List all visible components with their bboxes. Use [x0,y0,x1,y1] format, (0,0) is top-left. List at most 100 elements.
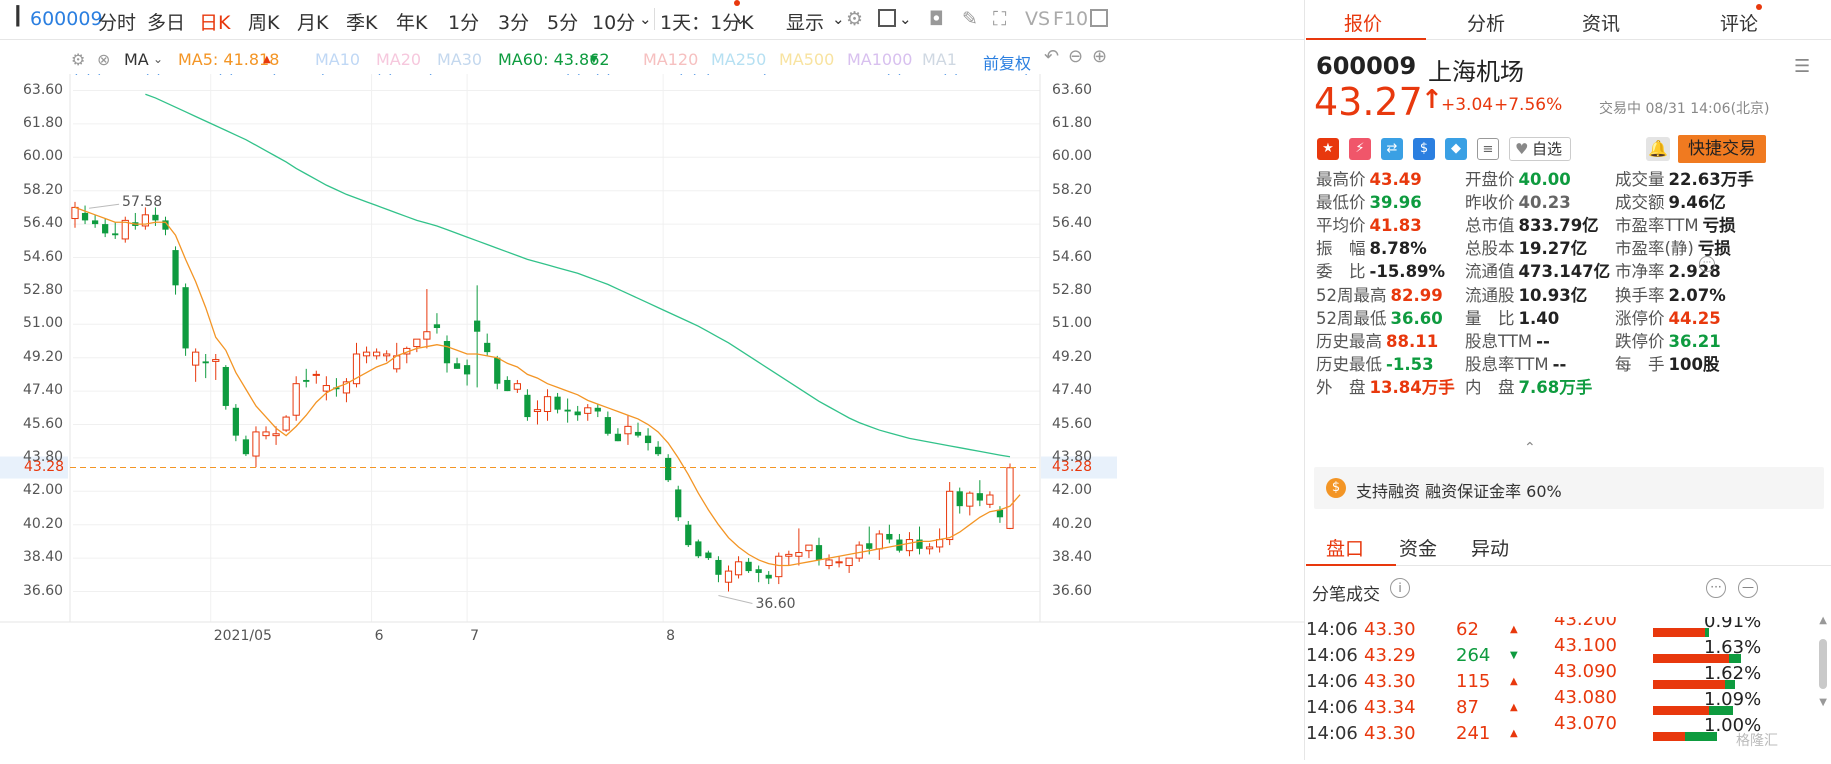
quote-field-value: 10.93亿 [1518,285,1588,305]
candle-body-down [91,220,99,225]
margin-icon[interactable]: ⚡ [1349,138,1371,160]
tab-period-fenshi[interactable]: 分时 [98,12,137,34]
list-icon[interactable]: ☰ [1794,56,1811,77]
level-percent: 1.09% [1704,689,1762,710]
ma30-label[interactable]: MA30 [437,50,483,69]
chevron-down-icon[interactable]: ⌄ [832,10,845,28]
display-button[interactable]: 显示 [786,12,825,34]
zoom-in-icon[interactable]: ⊕ [1092,46,1108,67]
trade-time: 14:06 [1306,697,1358,718]
candle-body-down [665,457,672,481]
tab-fund-flow[interactable]: 资金 [1399,538,1438,560]
note-icon[interactable]: ≡ [1477,138,1499,160]
pencil-icon[interactable]: ✎ [962,8,978,30]
tab-orderbook[interactable]: 盘口 [1326,538,1365,560]
candle-body-up [121,219,129,240]
panel-toggle-icon[interactable] [1090,9,1108,27]
fullscreen-icon[interactable]: ⛶ [993,8,1007,30]
quote-panel: 报价 分析 资讯 评论 600009 上海机场 ☰ 43.27 ↑ +3.04 … [1306,0,1831,760]
tab-comments[interactable]: 评论 [1720,13,1759,35]
box-select-icon[interactable] [878,9,896,27]
tape-scrollbar[interactable]: ▲ ▼ [1747,615,1831,760]
kline-svg[interactable] [0,68,1305,760]
camera-icon[interactable]: ◘ [929,8,945,30]
close-icon[interactable]: — [1738,578,1758,598]
chevron-down-icon[interactable]: ⌄ [153,52,164,66]
quote-field: 外 盘 13.84万手 [1316,374,1455,398]
ma20-label[interactable]: MA20 [376,50,422,69]
more-icon[interactable]: ··· [1706,578,1726,598]
candle-body-down [474,320,481,332]
quote-field-value: 82.99 [1390,285,1443,305]
ma500-label[interactable]: MA500 [779,50,835,69]
tab-period-1min[interactable]: 1分 [448,12,480,34]
ma60-label[interactable]: MA60: 43.862 [498,50,610,69]
ma1-label[interactable]: MA1 [922,50,957,69]
tab-period-rik[interactable]: 日K [199,12,231,34]
watchlist-button[interactable]: ♥ 自选 [1509,137,1571,161]
candle-body-down [463,365,471,375]
quote-field: 52周最低 36.60 [1316,305,1443,329]
tab-news[interactable]: 资讯 [1582,13,1621,35]
quote-field-label: 开盘价 [1465,170,1515,189]
tab-quote[interactable]: 报价 [1344,13,1383,35]
y-tick-left: 58.20 [23,181,64,198]
ma5-label[interactable]: MA5: 41.818 [178,50,280,69]
undo-icon[interactable]: ↶ [1044,46,1060,67]
more-icon[interactable]: ··· [1699,256,1715,273]
gear-icon[interactable]: ⚙ [71,50,86,69]
dollar-icon[interactable]: $ [1413,138,1435,160]
tab-analysis[interactable]: 分析 [1467,13,1506,35]
tab-period-3min[interactable]: 3分 [498,12,530,34]
y-tick-right: 43.80 [1052,448,1093,465]
event-marker [941,68,949,75]
last-price: 43.27 [1314,80,1423,124]
stock-code[interactable]: 600009 [30,8,103,30]
kline-chart[interactable]: 63.60 61.80 60.00 58.20 56.40 54.60 52.80 51.00… [0,68,1305,760]
cn-flag-icon[interactable]: ★ [1317,138,1339,160]
tab-period-niank[interactable]: 年K [396,12,428,34]
bell-icon[interactable]: 🔔 [1646,137,1670,161]
interval-select[interactable]: 1天：1分K [660,12,754,34]
tab-period-duori[interactable]: 多日 [147,12,186,34]
vs-button[interactable]: VS [1025,8,1051,30]
candle-body-down [996,509,1004,518]
candle-body-down [916,539,923,549]
quote-field-label: 涨停价 [1615,308,1665,328]
adjust-select[interactable]: 前复权 [983,54,1032,73]
tab-period-yuek[interactable]: 月K [297,12,329,34]
quote-field: 平均价 41.83 [1316,212,1422,236]
tag-icon[interactable]: ◆ [1445,138,1467,160]
chart-panel: ▕▏ 600009 分时 多日 日K 周K 月K 季K 年K 1分 3分 5分 … [0,0,1305,760]
tab-period-zhouk[interactable]: 周K [248,12,280,34]
y-tick-left: 38.40 [23,549,64,566]
ma-select[interactable]: MA [124,50,149,69]
ask-ratio-bar [1709,706,1733,715]
close-icon[interactable]: ⊗ [97,50,111,69]
ma1000-label[interactable]: MA1000 [847,50,913,69]
scroll-down-icon[interactable]: ▼ [1819,697,1827,708]
chevron-down-icon[interactable]: ⌄ [639,10,652,28]
chevron-down-icon[interactable]: ⌄ [734,10,747,28]
ma120-label[interactable]: MA120 [643,50,699,69]
info-icon[interactable]: i [1390,578,1410,598]
tab-period-10min[interactable]: 10分 [592,12,636,34]
y-tick-left: 56.40 [23,215,64,232]
link-icon[interactable]: ⇄ [1381,138,1403,160]
ma10-label[interactable]: MA10 [315,50,361,69]
f10-button[interactable]: F10 [1053,8,1089,30]
tab-period-5min[interactable]: 5分 [547,12,579,34]
zoom-out-icon[interactable]: ⊖ [1068,46,1084,67]
scroll-thumb[interactable] [1819,639,1827,689]
quote-field: 开盘价 40.00 [1465,166,1571,190]
ma250-label[interactable]: MA250 [711,50,767,69]
tab-period-jik[interactable]: 季K [346,12,378,34]
gear-icon[interactable]: ⚙ [846,8,864,30]
chevron-up-icon[interactable]: ⌃ [1524,440,1536,456]
tab-anomaly[interactable]: 异动 [1471,538,1510,560]
chevron-down-icon[interactable]: ⌄ [899,10,912,28]
fast-trade-button[interactable]: 快捷交易 [1678,135,1766,163]
sidebar-toggle-icon[interactable]: ▕▏ [4,6,32,27]
scroll-up-icon[interactable]: ▲ [1819,615,1827,626]
quote-field: 成交额 9.46亿 [1615,189,1726,213]
